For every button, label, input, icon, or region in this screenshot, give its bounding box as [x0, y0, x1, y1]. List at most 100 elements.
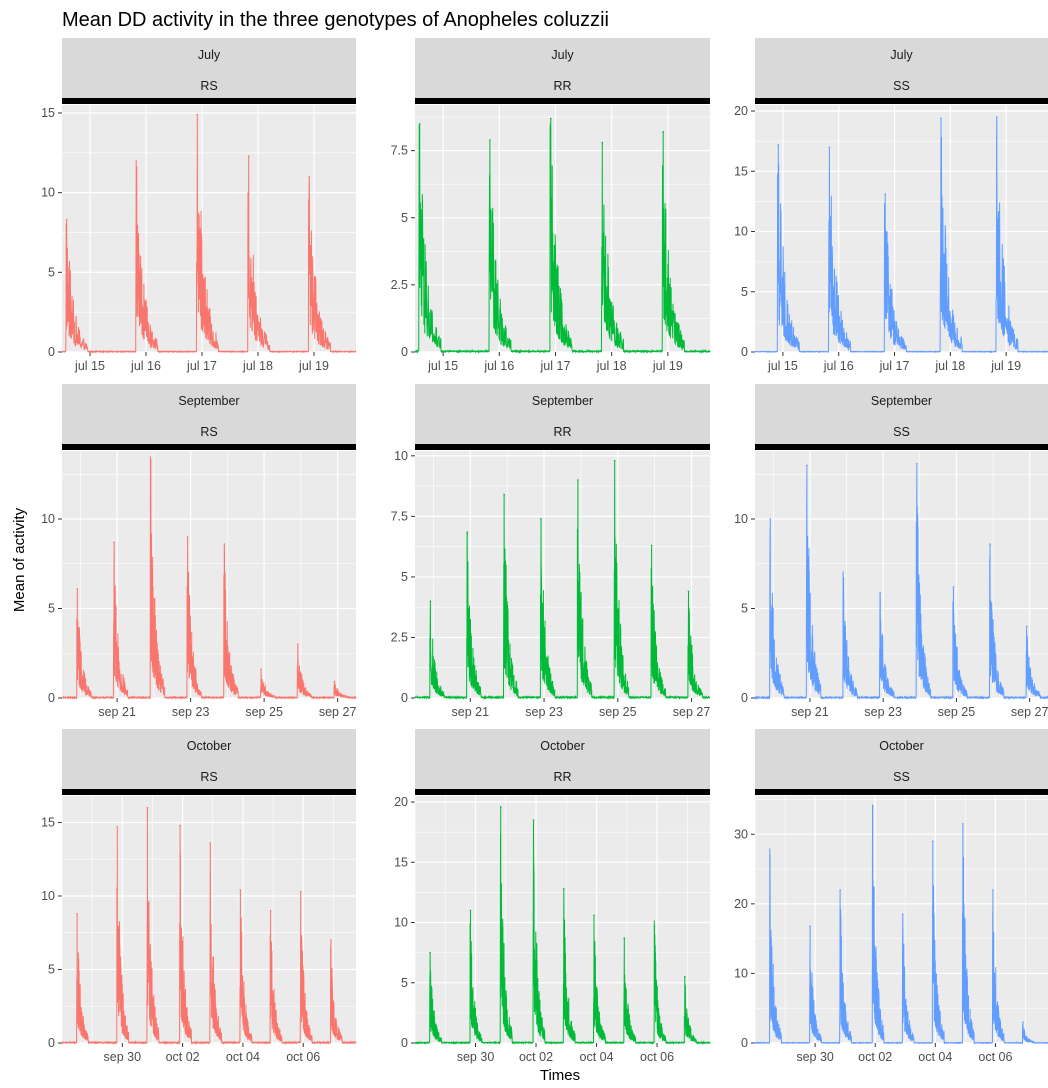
y-tick-label: 2.5 [391, 630, 408, 644]
x-tick-label: jul 15 [767, 359, 798, 373]
peak-point [952, 586, 955, 588]
strip-separator [62, 98, 356, 104]
peak-point [333, 681, 336, 683]
x-tick-label: oct 06 [286, 1050, 320, 1064]
x-tick-label: jul 18 [596, 359, 627, 373]
x-tick-label: oct 06 [978, 1050, 1012, 1064]
y-tick-label: 2.5 [391, 278, 408, 292]
strip-separator [755, 789, 1048, 795]
peak-point [116, 826, 119, 828]
peak-point [613, 459, 616, 462]
peak-point [76, 588, 79, 590]
x-tick-label: sep 23 [864, 705, 902, 719]
peak-point [828, 146, 831, 148]
strip-separator [755, 98, 1048, 104]
y-tick-label: 30 [734, 827, 748, 841]
strip-separator [755, 444, 1048, 450]
y-axis-title: Mean of activity [11, 507, 28, 612]
x-tick-label: sep 21 [98, 705, 136, 719]
x-tick-label: jul 19 [990, 359, 1021, 373]
x-tick-label: jul 19 [298, 359, 329, 373]
strip-month [415, 384, 710, 416]
peak-point [549, 117, 552, 120]
peak-point [489, 139, 491, 141]
y-tick-label: 5 [48, 265, 55, 279]
peak-point [662, 131, 664, 133]
x-tick-label: oct 02 [519, 1050, 553, 1064]
peak-point [769, 855, 771, 857]
peak-point [839, 889, 841, 891]
y-tick-label: 5 [741, 602, 748, 616]
x-tick-label: sep 21 [791, 705, 829, 719]
peak-point [308, 175, 311, 178]
strip-month [62, 38, 356, 70]
activity-series-rr [414, 118, 711, 354]
y-tick-label: 0 [741, 691, 748, 705]
peak-point [871, 805, 874, 808]
peak-point [809, 925, 811, 927]
strip-month [62, 729, 356, 761]
strip-genotype [62, 416, 356, 445]
x-tick-label: sep 27 [673, 705, 711, 719]
peak-point [186, 536, 189, 538]
peak-point [1022, 1021, 1024, 1023]
peak-point [962, 823, 964, 825]
x-tick-label: oct 02 [858, 1050, 892, 1064]
strip-genotype-label: RS [200, 79, 217, 93]
plot-background [415, 796, 710, 1043]
peak-point [503, 493, 505, 496]
panel-july-rs: July RS 0 5 10 15 jul 15 jul 16 jul 17 jul 18 jul … [41, 38, 357, 373]
strip-month-label: October [187, 739, 231, 753]
peak-point [135, 166, 138, 168]
x-tick-label: jul 18 [242, 359, 273, 373]
peak-point [562, 887, 565, 890]
x-tick-label: sep 27 [319, 705, 357, 719]
peak-point [247, 155, 250, 157]
peak-point [650, 544, 653, 547]
peak-point [150, 459, 152, 461]
plot-background [755, 451, 1048, 698]
y-tick-label: 0 [401, 1036, 408, 1050]
y-tick-label: 7.5 [391, 144, 408, 158]
x-tick-label: jul 16 [483, 359, 514, 373]
peak-point [989, 543, 991, 545]
peak-point [577, 479, 579, 481]
peak-point [297, 643, 299, 646]
peak-point [209, 842, 212, 844]
y-tick-label: 10 [41, 889, 55, 903]
activity-series-ss [754, 804, 1048, 1045]
peak-point [179, 824, 181, 827]
y-tick-label: 20 [734, 897, 748, 911]
y-tick-label: 10 [394, 449, 408, 463]
peak-point [330, 939, 332, 941]
activity-series-rr [414, 460, 711, 700]
peak-point [915, 462, 918, 465]
plot-background [62, 796, 356, 1043]
peak-point [601, 141, 604, 144]
panel-october-rr: October RR 0 5 10 15 20 sep 30 oct 02 oct 04 oct 0… [394, 729, 711, 1064]
y-tick-label: 10 [734, 512, 748, 526]
peak-point [769, 518, 772, 520]
strip-genotype-label: SS [893, 79, 910, 93]
x-tick-label: sep 25 [245, 705, 283, 719]
x-tick-label: sep 30 [796, 1050, 834, 1064]
y-tick-label: 20 [394, 795, 408, 809]
strip-separator [62, 444, 356, 450]
peak-point [884, 193, 887, 195]
peak-point [146, 806, 149, 809]
chart-title: Mean DD activity in the three genotypes … [62, 9, 609, 31]
plot-background [415, 451, 710, 698]
activity-series-rr [414, 806, 711, 1045]
x-tick-label: oct 04 [918, 1050, 952, 1064]
strip-month [415, 38, 710, 70]
y-tick-label: 15 [41, 106, 55, 120]
strip-genotype [415, 416, 710, 445]
strip-genotype [755, 70, 1048, 99]
x-tick-label: sep 30 [457, 1050, 495, 1064]
y-tick-label: 5 [401, 976, 408, 990]
x-tick-label: sep 25 [599, 705, 637, 719]
strip-month [755, 38, 1048, 70]
activity-series-ss [755, 116, 1048, 354]
peak-point [469, 909, 472, 912]
